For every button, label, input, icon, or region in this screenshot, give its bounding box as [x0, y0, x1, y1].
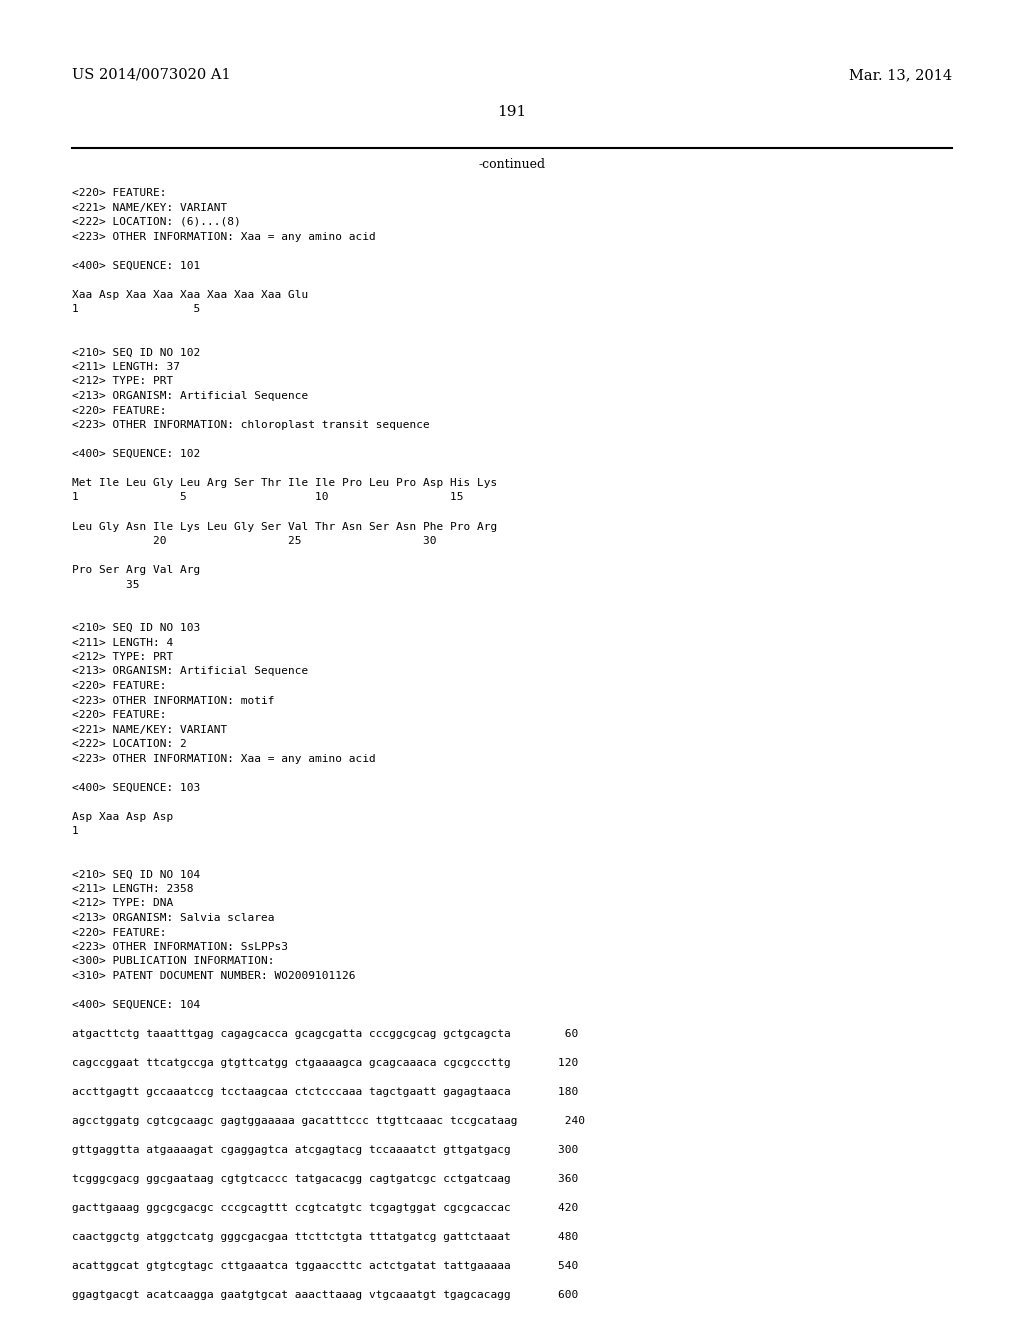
Text: <400> SEQUENCE: 104: <400> SEQUENCE: 104: [72, 1001, 201, 1010]
Text: <211> LENGTH: 37: <211> LENGTH: 37: [72, 362, 180, 372]
Text: Asp Xaa Asp Asp: Asp Xaa Asp Asp: [72, 812, 173, 821]
Text: -continued: -continued: [478, 158, 546, 172]
Text: tcgggcgacg ggcgaataag cgtgtcaccc tatgacacgg cagtgatcgc cctgatcaag       360: tcgggcgacg ggcgaataag cgtgtcaccc tatgaca…: [72, 1173, 579, 1184]
Text: <210> SEQ ID NO 102: <210> SEQ ID NO 102: [72, 347, 201, 358]
Text: 35: 35: [72, 579, 139, 590]
Text: gacttgaaag ggcgcgacgc cccgcagttt ccgtcatgtc tcgagtggat cgcgcaccac       420: gacttgaaag ggcgcgacgc cccgcagttt ccgtcat…: [72, 1203, 579, 1213]
Text: Leu Gly Asn Ile Lys Leu Gly Ser Val Thr Asn Ser Asn Phe Pro Arg: Leu Gly Asn Ile Lys Leu Gly Ser Val Thr …: [72, 521, 498, 532]
Text: <213> ORGANISM: Salvia sclarea: <213> ORGANISM: Salvia sclarea: [72, 913, 274, 923]
Text: <223> OTHER INFORMATION: Xaa = any amino acid: <223> OTHER INFORMATION: Xaa = any amino…: [72, 231, 376, 242]
Text: <212> TYPE: PRT: <212> TYPE: PRT: [72, 376, 173, 387]
Text: agcctggatg cgtcgcaagc gagtggaaaaa gacatttccc ttgttcaaac tccgcataag       240: agcctggatg cgtcgcaagc gagtggaaaaa gacatt…: [72, 1115, 585, 1126]
Text: <223> OTHER INFORMATION: motif: <223> OTHER INFORMATION: motif: [72, 696, 274, 705]
Text: <223> OTHER INFORMATION: Xaa = any amino acid: <223> OTHER INFORMATION: Xaa = any amino…: [72, 754, 376, 763]
Text: 1: 1: [72, 826, 79, 836]
Text: caactggctg atggctcatg gggcgacgaa ttcttctgta tttatgatcg gattctaaat       480: caactggctg atggctcatg gggcgacgaa ttcttct…: [72, 1232, 579, 1242]
Text: Mar. 13, 2014: Mar. 13, 2014: [849, 69, 952, 82]
Text: <221> NAME/KEY: VARIANT: <221> NAME/KEY: VARIANT: [72, 725, 227, 734]
Text: <211> LENGTH: 2358: <211> LENGTH: 2358: [72, 884, 194, 894]
Text: <220> FEATURE:: <220> FEATURE:: [72, 681, 167, 690]
Text: 191: 191: [498, 106, 526, 119]
Text: ggagtgacgt acatcaagga gaatgtgcat aaacttaaag vtgcaaatgt tgagcacagg       600: ggagtgacgt acatcaagga gaatgtgcat aaactta…: [72, 1290, 579, 1300]
Text: <220> FEATURE:: <220> FEATURE:: [72, 187, 167, 198]
Text: US 2014/0073020 A1: US 2014/0073020 A1: [72, 69, 230, 82]
Text: <400> SEQUENCE: 102: <400> SEQUENCE: 102: [72, 449, 201, 459]
Text: Pro Ser Arg Val Arg: Pro Ser Arg Val Arg: [72, 565, 201, 576]
Text: <211> LENGTH: 4: <211> LENGTH: 4: [72, 638, 173, 648]
Text: <212> TYPE: PRT: <212> TYPE: PRT: [72, 652, 173, 663]
Text: <220> FEATURE:: <220> FEATURE:: [72, 405, 167, 416]
Text: <310> PATENT DOCUMENT NUMBER: WO2009101126: <310> PATENT DOCUMENT NUMBER: WO20091011…: [72, 972, 355, 981]
Text: <213> ORGANISM: Artificial Sequence: <213> ORGANISM: Artificial Sequence: [72, 667, 308, 676]
Text: cagccggaat ttcatgccga gtgttcatgg ctgaaaagca gcagcaaaca cgcgcccttg       120: cagccggaat ttcatgccga gtgttcatgg ctgaaaa…: [72, 1059, 579, 1068]
Text: Met Ile Leu Gly Leu Arg Ser Thr Ile Ile Pro Leu Pro Asp His Lys: Met Ile Leu Gly Leu Arg Ser Thr Ile Ile …: [72, 478, 498, 488]
Text: <220> FEATURE:: <220> FEATURE:: [72, 710, 167, 719]
Text: <400> SEQUENCE: 101: <400> SEQUENCE: 101: [72, 260, 201, 271]
Text: accttgagtt gccaaatccg tcctaagcaa ctctcccaaa tagctgaatt gagagtaaca       180: accttgagtt gccaaatccg tcctaagcaa ctctccc…: [72, 1086, 579, 1097]
Text: gttgaggtta atgaaaagat cgaggagtca atcgagtacg tccaaaatct gttgatgacg       300: gttgaggtta atgaaaagat cgaggagtca atcgagt…: [72, 1144, 579, 1155]
Text: <212> TYPE: DNA: <212> TYPE: DNA: [72, 899, 173, 908]
Text: <213> ORGANISM: Artificial Sequence: <213> ORGANISM: Artificial Sequence: [72, 391, 308, 401]
Text: <210> SEQ ID NO 104: <210> SEQ ID NO 104: [72, 870, 201, 879]
Text: <223> OTHER INFORMATION: chloroplast transit sequence: <223> OTHER INFORMATION: chloroplast tra…: [72, 420, 430, 430]
Text: <220> FEATURE:: <220> FEATURE:: [72, 928, 167, 937]
Text: <300> PUBLICATION INFORMATION:: <300> PUBLICATION INFORMATION:: [72, 957, 274, 966]
Text: <222> LOCATION: 2: <222> LOCATION: 2: [72, 739, 186, 748]
Text: 20                  25                  30: 20 25 30: [72, 536, 436, 546]
Text: <210> SEQ ID NO 103: <210> SEQ ID NO 103: [72, 623, 201, 634]
Text: <221> NAME/KEY: VARIANT: <221> NAME/KEY: VARIANT: [72, 202, 227, 213]
Text: Xaa Asp Xaa Xaa Xaa Xaa Xaa Xaa Glu: Xaa Asp Xaa Xaa Xaa Xaa Xaa Xaa Glu: [72, 289, 308, 300]
Text: acattggcat gtgtcgtagc cttgaaatca tggaaccttc actctgatat tattgaaaaa       540: acattggcat gtgtcgtagc cttgaaatca tggaacc…: [72, 1261, 579, 1271]
Text: 1                 5: 1 5: [72, 304, 201, 314]
Text: <400> SEQUENCE: 103: <400> SEQUENCE: 103: [72, 783, 201, 792]
Text: <222> LOCATION: (6)...(8): <222> LOCATION: (6)...(8): [72, 216, 241, 227]
Text: 1               5                   10                  15: 1 5 10 15: [72, 492, 464, 503]
Text: <223> OTHER INFORMATION: SsLPPs3: <223> OTHER INFORMATION: SsLPPs3: [72, 942, 288, 952]
Text: atgacttctg taaatttgag cagagcacca gcagcgatta cccggcgcag gctgcagcta        60: atgacttctg taaatttgag cagagcacca gcagcga…: [72, 1030, 579, 1039]
